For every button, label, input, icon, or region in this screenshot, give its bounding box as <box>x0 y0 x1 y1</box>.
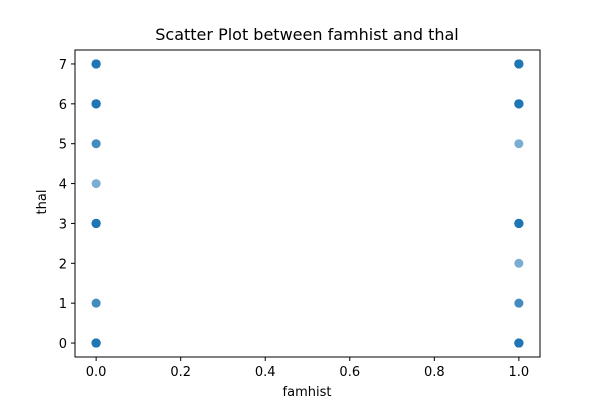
data-point <box>514 338 524 348</box>
data-point <box>514 139 524 149</box>
x-tick-label: 1.0 <box>509 365 530 380</box>
x-tick-label: 0.2 <box>170 365 191 380</box>
y-tick-label: 6 <box>59 98 67 113</box>
y-tick-label: 7 <box>59 58 67 73</box>
data-point <box>91 99 101 109</box>
y-tick-label: 3 <box>59 217 67 232</box>
x-tick-label: 0.8 <box>424 365 445 380</box>
data-point <box>514 59 524 69</box>
data-point <box>91 338 101 348</box>
plot-frame <box>74 49 541 358</box>
x-axis-label: famhist <box>283 385 332 400</box>
y-tick-label: 2 <box>59 257 67 272</box>
y-axis-label: thal <box>35 190 50 215</box>
data-point <box>91 59 101 69</box>
chart-title: Scatter Plot between famhist and thal <box>155 25 458 44</box>
data-point <box>514 298 524 308</box>
y-axis-ticks: 0 1 2 3 4 5 6 7 <box>59 58 75 352</box>
x-tick-label: 0.0 <box>86 365 107 380</box>
data-point <box>514 218 524 228</box>
x-tick-label: 0.6 <box>339 365 360 380</box>
data-points <box>91 59 524 348</box>
x-axis-ticks: 0.0 0.2 0.4 0.6 0.8 1.0 <box>86 357 529 380</box>
y-tick-label: 1 <box>59 297 67 312</box>
data-point <box>514 99 524 109</box>
y-tick-label: 5 <box>59 138 67 153</box>
data-point <box>91 139 101 149</box>
data-point <box>91 218 101 228</box>
x-tick-label: 0.4 <box>255 365 276 380</box>
y-tick-label: 4 <box>59 178 67 193</box>
data-point <box>514 258 524 268</box>
y-tick-label: 0 <box>59 337 67 352</box>
data-point <box>91 179 101 189</box>
data-point <box>91 298 101 308</box>
